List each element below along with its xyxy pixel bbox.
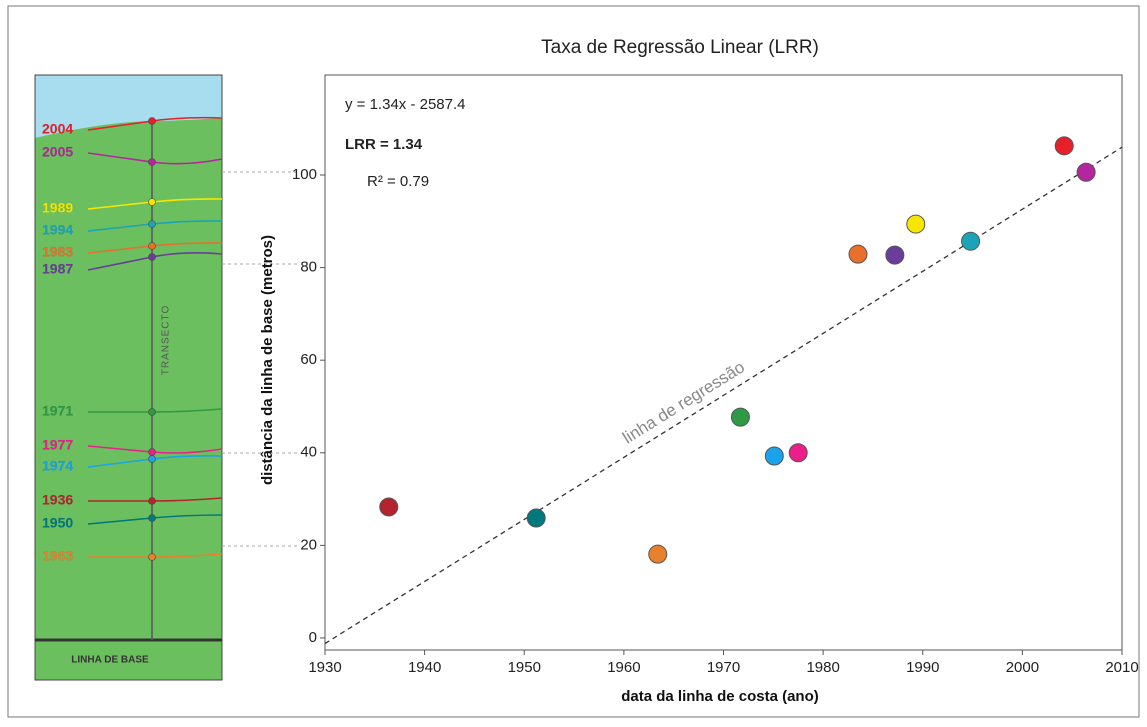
point (649, 545, 667, 563)
point (1077, 163, 1095, 181)
transect-point (149, 456, 156, 463)
point (849, 245, 867, 263)
transect-point (149, 409, 156, 416)
equation: y = 1.34x - 2587.4 (345, 96, 466, 113)
point (886, 246, 904, 264)
transect-point (149, 243, 156, 250)
diagram: TRANSECTO LINHA DE BASE 2004 2005 1989 1994… (35, 75, 222, 680)
shoreline-year: 1974 (42, 458, 73, 474)
shoreline-year: 2005 (42, 144, 73, 160)
shoreline-year: 1977 (42, 437, 73, 453)
x-tick-label: 1930 (308, 659, 341, 676)
x-axis-label: data da linha de costa (ano) (621, 688, 819, 705)
shoreline-year: 1987 (42, 261, 73, 277)
point (527, 509, 545, 527)
plot-frame (325, 75, 1122, 650)
y-tick-label: 60 (300, 351, 317, 368)
transect-point (149, 159, 156, 166)
shoreline-year: 1936 (42, 492, 73, 508)
y-tick-label: 40 (300, 444, 317, 461)
shoreline-year: 1989 (42, 200, 73, 216)
lrr-label: LRR = 1.34 (345, 136, 423, 153)
point (1055, 137, 1073, 155)
point (789, 444, 807, 462)
point (907, 215, 925, 233)
shoreline-year: 1971 (42, 403, 73, 419)
shoreline-year: 2004 (42, 121, 73, 137)
x-tick-label: 1950 (508, 659, 541, 676)
transect-point (149, 498, 156, 505)
y-tick-label: 80 (300, 259, 317, 276)
transect-point (149, 254, 156, 261)
shoreline-year: 1963 (42, 548, 73, 564)
transect-point (149, 515, 156, 522)
point (380, 498, 398, 516)
baseline-label: LINHA DE BASE (71, 655, 149, 666)
figure: TRANSECTO LINHA DE BASE 2004 2005 1989 1994… (0, 0, 1147, 722)
point (765, 447, 783, 465)
transect-point (149, 118, 156, 125)
x-tick-label: 1960 (607, 659, 640, 676)
regression-line (325, 147, 1122, 643)
x-tick-label: 2010 (1105, 659, 1138, 676)
transect-point (149, 221, 156, 228)
transect-label: TRANSECTO (161, 305, 172, 376)
shoreline-year: 1994 (42, 222, 73, 238)
shoreline-year: 1983 (42, 244, 73, 260)
x-tick-label: 1980 (806, 659, 839, 676)
y-tick-label: 0 (309, 629, 317, 646)
x-tick-label: 1970 (707, 659, 740, 676)
transect-point (149, 449, 156, 456)
point (962, 232, 980, 250)
y-tick-label: 20 (300, 536, 317, 553)
shoreline-year: 1950 (42, 515, 73, 531)
chart-title: Taxa de Regressão Linear (LRR) (541, 37, 819, 58)
x-tick-label: 1940 (408, 659, 441, 676)
point (731, 408, 749, 426)
x-tick-label: 2000 (1006, 659, 1039, 676)
transect-point (149, 554, 156, 561)
y-axis-label: distância da linha de base (metros) (259, 235, 276, 485)
y-tick-label: 100 (292, 166, 317, 183)
r2-label: R² = 0.79 (367, 173, 429, 190)
x-tick-label: 1990 (906, 659, 939, 676)
page: {"chart_data": { "type": "scatter", "tit… (0, 0, 1147, 727)
regression-label: linha de regressão (619, 357, 748, 447)
land (35, 75, 222, 680)
transect-point (149, 199, 156, 206)
